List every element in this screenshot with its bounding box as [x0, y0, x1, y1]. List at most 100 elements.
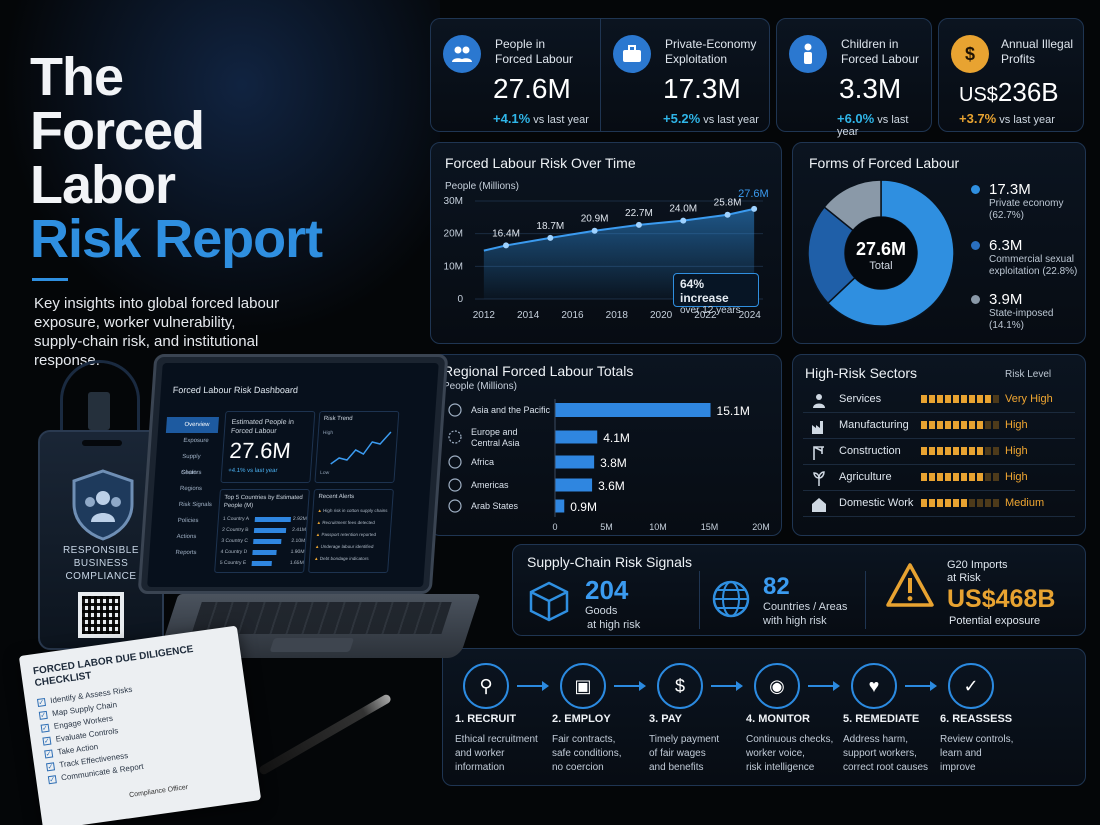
risk-segment: [945, 421, 951, 429]
risk-segment: [985, 395, 991, 403]
country-bar: [253, 528, 287, 533]
kpi-card-profits: $ Annual Illegal Profits US$236B +3.7% v…: [938, 18, 1084, 132]
sector-row: Agriculture High: [803, 465, 1075, 491]
kpi-card-people: People in Forced Labour 27.6M +4.1% vs l…: [430, 18, 600, 132]
step-description: Ethical recruitment: [455, 734, 538, 745]
chart-title: Forced Labour Risk Over Time: [445, 155, 636, 171]
checkbox-icon: ✓: [44, 749, 54, 759]
country-bar: [251, 561, 272, 566]
data-label: 16.4M: [492, 228, 520, 239]
risk-segment: [961, 499, 967, 507]
country-bar: [252, 550, 277, 555]
step-title: 6. REASSESS: [940, 713, 1013, 725]
donut-title: Forms of Forced Labour: [809, 155, 960, 171]
chart-ylabel: People (Millions): [445, 181, 519, 192]
sector-row: Domestic Work Medium: [803, 491, 1075, 517]
sector-name: Construction: [839, 445, 901, 457]
risk-segment: [961, 421, 967, 429]
risk-segment: [977, 395, 983, 403]
step-description: learn and: [940, 748, 982, 759]
x-tick-label: 0: [552, 522, 557, 532]
kpi-change: +6.0% vs last year: [837, 111, 909, 138]
kpi-value: US$236B: [959, 77, 1059, 107]
sector-level: Medium: [1005, 497, 1045, 509]
dashboard-nav-item[interactable]: Overview: [165, 417, 219, 433]
risk-segment: [993, 421, 999, 429]
category-label: Arab States: [471, 501, 519, 511]
step-description: Review controls,: [940, 734, 1014, 745]
data-point: [724, 211, 731, 218]
x-tick-label: 10M: [649, 522, 667, 532]
plant-icon: [813, 471, 825, 486]
kpi-value: 3.3M: [839, 73, 902, 104]
dashboard-nav-item[interactable]: Policies: [177, 518, 199, 524]
subtitle: Key insights into global forced labour e…: [34, 295, 280, 369]
kpi-card-private: Private-Economy Exploitation 17.3M +5.2%…: [600, 18, 770, 132]
risk-segment: [969, 499, 975, 507]
data-point: [503, 242, 510, 249]
step-description: risk intelligence: [746, 762, 815, 773]
g20-value: US$468B: [947, 585, 1056, 613]
risk-segment: [985, 473, 991, 481]
country-name: 2 Country B: [221, 527, 249, 533]
category-label: Asia and the Pacific: [471, 405, 551, 415]
risk-segment: [937, 395, 943, 403]
dashboard-nav-item[interactable]: Actions: [176, 534, 197, 540]
risk-segment: [969, 421, 975, 429]
risk-segment: [969, 473, 975, 481]
country-value: 2.92M: [292, 516, 307, 522]
regional-totals-card: Regional Forced Labour Totals People (Mi…: [430, 354, 782, 536]
data-label: 24.0M: [669, 204, 697, 215]
step-description: of fair wages: [649, 748, 706, 759]
step-description: Timely payment: [649, 734, 720, 745]
bar-value-label: 15.1M: [717, 404, 750, 418]
data-point: [751, 205, 758, 212]
risk-segment: [937, 447, 943, 455]
bar: [555, 455, 595, 469]
bar: [555, 403, 711, 417]
country-name: 4 Country D: [220, 549, 248, 555]
risk-segment: [937, 421, 943, 429]
dashboard-nav-item[interactable]: Exposure: [183, 438, 209, 444]
dashboard-nav-item[interactable]: Sectors: [180, 470, 202, 476]
data-label: 27.6M: [738, 188, 769, 200]
step-description: worker voice,: [746, 748, 805, 759]
risk-segment: [977, 473, 983, 481]
legend-dot: [971, 185, 980, 194]
country-value: 2.41M: [291, 527, 307, 533]
data-label: 18.7M: [536, 221, 564, 232]
risk-segment: [929, 499, 935, 507]
kpi-change: +4.1% vs last year: [493, 111, 589, 126]
country-bar: [253, 539, 282, 544]
bar-value-label: 4.1M: [603, 431, 630, 445]
sector-row: Construction High: [803, 439, 1075, 465]
dashboard-nav-item[interactable]: Risk Signals: [178, 502, 213, 508]
data-label: 20.9M: [581, 214, 609, 225]
country-name: 3 Country C: [221, 538, 249, 544]
risk-segment: [937, 499, 943, 507]
x-tick-label: 20M: [752, 522, 770, 532]
flow-arrow: [711, 681, 743, 691]
dashboard-nav-item[interactable]: Supply Chain: [180, 454, 201, 476]
x-tick-label: 2012: [473, 310, 496, 321]
checkbox-icon: ✓: [40, 723, 50, 733]
title-underline: [32, 278, 68, 281]
data-point: [680, 217, 687, 224]
risk-segment: [977, 447, 983, 455]
dashboard-nav-item[interactable]: Reports: [175, 550, 197, 556]
bar: [555, 499, 565, 513]
dashboard-nav-item[interactable]: Regions: [179, 486, 203, 492]
step-description: correct root causes: [843, 762, 929, 773]
risk-segment: [953, 499, 959, 507]
supply-title: Supply-Chain Risk Signals: [527, 554, 692, 570]
qr-code: [78, 592, 124, 638]
risk-segment: [945, 395, 951, 403]
x-tick-label: 5M: [600, 522, 613, 532]
bar-value-label: 0.9M: [570, 500, 597, 514]
risk-segment: [945, 447, 951, 455]
risk-segment: [961, 447, 967, 455]
risk-segment: [921, 447, 927, 455]
kpi-change: +5.2% vs last year: [663, 111, 759, 126]
x-tick-label: 2022: [694, 310, 717, 321]
category-label: Africa: [471, 457, 494, 467]
